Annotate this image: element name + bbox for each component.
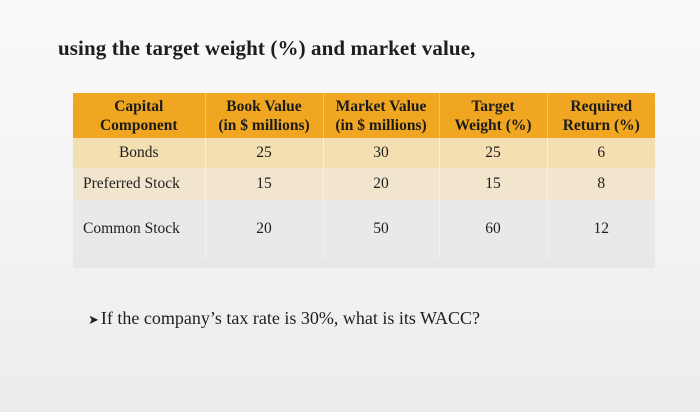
question-text: If the company’s tax rate is 30%, what i… xyxy=(100,308,481,328)
header-line: Required xyxy=(570,98,633,115)
slide-heading: using the target weight (%) and market v… xyxy=(58,36,476,60)
cell-book-value: 25 xyxy=(205,138,324,168)
header-line: Weight (%) xyxy=(454,117,532,134)
cell-required-return: 6 xyxy=(547,138,655,168)
cell-component: Bonds xyxy=(73,138,206,168)
cell-required-return: 12 xyxy=(547,200,655,258)
header-line: Target xyxy=(471,98,515,115)
table-header-row: Capital Component Book Value (in $ milli… xyxy=(73,93,655,138)
cell-component: Preferred Stock xyxy=(73,168,206,200)
cell-market-value: 20 xyxy=(323,168,440,200)
header-market-value: Market Value (in $ millions) xyxy=(323,93,440,138)
cell-component: Common Stock xyxy=(73,200,206,258)
header-line: Capital xyxy=(114,98,164,115)
cell-target-weight: 15 xyxy=(439,168,548,200)
header-book-value: Book Value (in $ millions) xyxy=(205,93,324,138)
cell-market-value: 30 xyxy=(323,138,440,168)
cell-market-value: 50 xyxy=(323,200,440,258)
table-row-preferred-stock: Preferred Stock 15 20 15 8 xyxy=(73,168,655,200)
cell-target-weight: 25 xyxy=(439,138,548,168)
header-line: (in $ millions) xyxy=(335,117,427,134)
cell-book-value: 15 xyxy=(205,168,324,200)
header-line: Return (%) xyxy=(562,117,640,134)
capital-structure-table: Capital Component Book Value (in $ milli… xyxy=(73,93,655,258)
arrow-bullet-icon: ➤ xyxy=(88,313,99,328)
table-row-common-stock: Common Stock 20 50 60 12 xyxy=(73,200,655,258)
header-target-weight: Target Weight (%) xyxy=(439,93,548,138)
table-row-bonds: Bonds 25 30 25 6 xyxy=(73,138,655,168)
header-line: Market Value xyxy=(335,98,427,115)
header-line: Book Value xyxy=(226,98,302,115)
question-text-block: ➤ If the company’s tax rate is 30%, what … xyxy=(88,308,480,329)
cell-target-weight: 60 xyxy=(439,200,548,258)
header-line: (in $ millions) xyxy=(218,117,310,134)
cell-required-return: 8 xyxy=(547,168,655,200)
header-line: Component xyxy=(99,117,178,134)
header-capital-component: Capital Component xyxy=(73,93,206,138)
header-required-return: Required Return (%) xyxy=(547,93,655,138)
cell-book-value: 20 xyxy=(205,200,324,258)
